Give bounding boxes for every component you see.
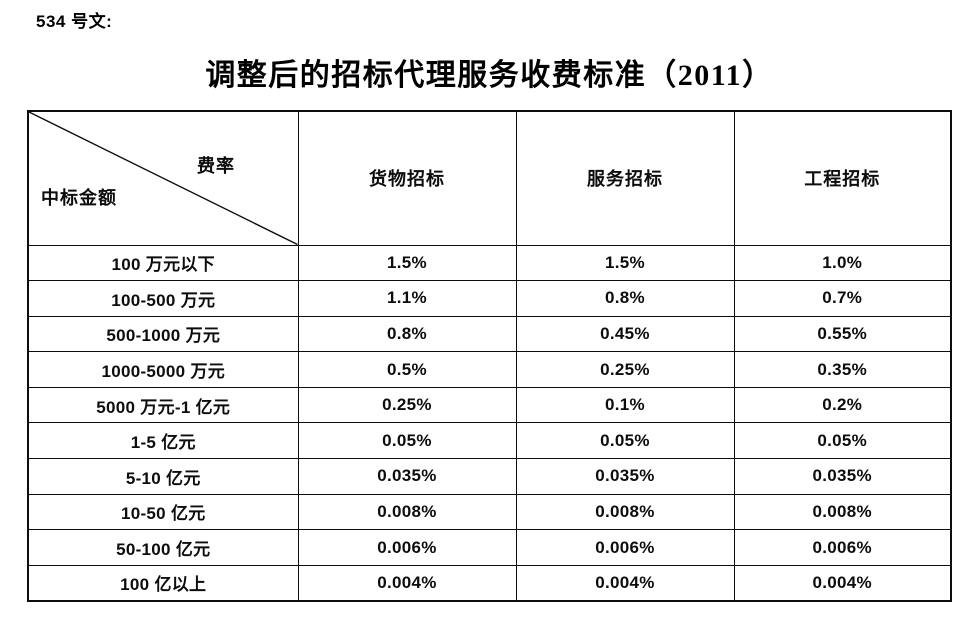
- table-row: 1000-5000 万元 0.5% 0.25% 0.35%: [27, 351, 952, 388]
- column-header-services: 服务招标: [515, 110, 735, 246]
- rate-value-cell: 0.004%: [297, 564, 517, 602]
- rate-value-cell: 0.7%: [733, 280, 952, 317]
- rate-value-cell: 1.1%: [297, 280, 517, 317]
- rate-value-cell: 0.006%: [297, 529, 517, 566]
- row-label-amount-range: 10-50 亿元: [27, 493, 299, 531]
- table-row: 5000 万元-1 亿元 0.25% 0.1% 0.2%: [27, 386, 952, 424]
- column-header-goods: 货物招标: [297, 110, 517, 246]
- row-label-amount-range: 5-10 亿元: [27, 458, 299, 495]
- rate-value-cell: 0.004%: [733, 564, 952, 602]
- rate-value-cell: 0.008%: [733, 493, 952, 531]
- table-row: 5-10 亿元 0.035% 0.035% 0.035%: [27, 458, 952, 495]
- rate-value-cell: 0.8%: [515, 280, 735, 317]
- corner-label-rate: 费率: [197, 156, 235, 176]
- rate-value-cell: 0.05%: [733, 422, 952, 460]
- rate-value-cell: 0.008%: [515, 493, 735, 531]
- rate-value-cell: 0.8%: [297, 315, 517, 353]
- table-header-row: 费率 中标金额 货物招标 服务招标 工程招标: [27, 110, 952, 246]
- rate-value-cell: 0.55%: [733, 315, 952, 353]
- column-header-engineering: 工程招标: [733, 110, 952, 246]
- rate-value-cell: 0.035%: [515, 458, 735, 495]
- rate-value-cell: 0.006%: [515, 529, 735, 566]
- page-title: 调整后的招标代理服务收费标准（2011）: [205, 59, 774, 92]
- row-label-amount-range: 5000 万元-1 亿元: [27, 386, 299, 424]
- row-label-amount-range: 100 亿以上: [27, 564, 299, 602]
- rate-value-cell: 0.035%: [297, 458, 517, 495]
- corner-label-amount: 中标金额: [41, 188, 117, 208]
- rate-value-cell: 0.008%: [297, 493, 517, 531]
- fee-rate-table: 费率 中标金额 货物招标 服务招标 工程招标 100 万元以下 1.5% 1.5% 1…: [27, 110, 952, 602]
- rate-value-cell: 1.5%: [515, 244, 735, 282]
- row-label-amount-range: 1-5 亿元: [27, 422, 299, 460]
- corner-cell: 费率 中标金额: [27, 110, 299, 246]
- rate-value-cell: 0.1%: [515, 386, 735, 424]
- rate-value-cell: 0.05%: [515, 422, 735, 460]
- row-label-amount-range: 1000-5000 万元: [27, 351, 299, 388]
- rate-value-cell: 1.0%: [733, 244, 952, 282]
- rate-value-cell: 0.25%: [515, 351, 735, 388]
- rate-value-cell: 0.006%: [733, 529, 952, 566]
- rate-value-cell: 0.35%: [733, 351, 952, 388]
- rate-value-cell: 0.035%: [733, 458, 952, 495]
- table-row: 1-5 亿元 0.05% 0.05% 0.05%: [27, 422, 952, 460]
- rate-value-cell: 0.05%: [297, 422, 517, 460]
- table-row: 100-500 万元 1.1% 0.8% 0.7%: [27, 280, 952, 317]
- row-label-amount-range: 500-1000 万元: [27, 315, 299, 353]
- row-label-amount-range: 50-100 亿元: [27, 529, 299, 566]
- rate-value-cell: 1.5%: [297, 244, 517, 282]
- table-row: 100 亿以上 0.004% 0.004% 0.004%: [27, 564, 952, 602]
- rate-value-cell: 0.004%: [515, 564, 735, 602]
- doc-number-label: 534 号文:: [36, 12, 113, 31]
- rate-value-cell: 0.25%: [297, 386, 517, 424]
- table-row: 50-100 亿元 0.006% 0.006% 0.006%: [27, 529, 952, 566]
- table-row: 500-1000 万元 0.8% 0.45% 0.55%: [27, 315, 952, 353]
- row-label-amount-range: 100-500 万元: [27, 280, 299, 317]
- rate-value-cell: 0.5%: [297, 351, 517, 388]
- table-row: 10-50 亿元 0.008% 0.008% 0.008%: [27, 493, 952, 531]
- rate-value-cell: 0.2%: [733, 386, 952, 424]
- table-row: 100 万元以下 1.5% 1.5% 1.0%: [27, 244, 952, 282]
- diagonal-divider-line: [29, 112, 298, 245]
- row-label-amount-range: 100 万元以下: [27, 244, 299, 282]
- rate-value-cell: 0.45%: [515, 315, 735, 353]
